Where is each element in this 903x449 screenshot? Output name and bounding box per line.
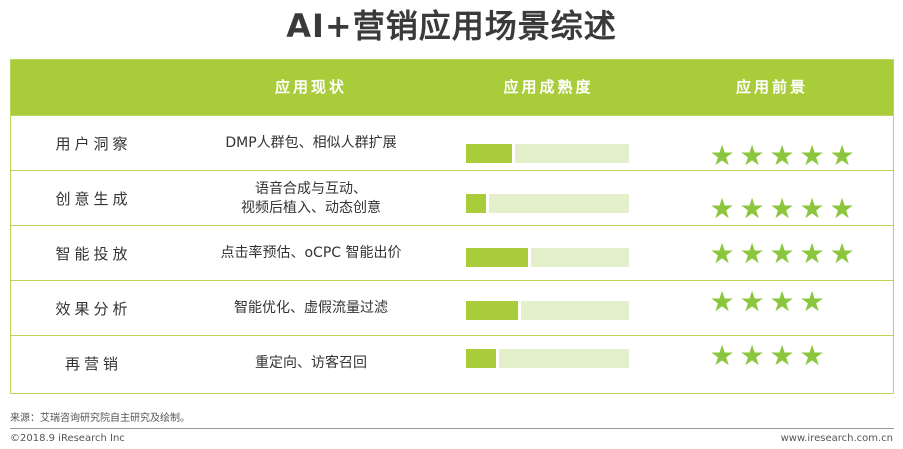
row-label: 用户洞察 xyxy=(55,135,132,153)
row-status-cell: 智能优化、虚假流量过滤 xyxy=(176,281,446,336)
scenario-table: 应用现状 应用成熟度 应用前景 用户洞察 DMP人群包、相似人群扩展 ★ ★ ★ ★ ★… xyxy=(10,59,894,394)
row-status: 智能优化、虚假流量过滤 xyxy=(234,300,388,316)
star-icon: ★ xyxy=(739,285,765,318)
star-icon: ★ xyxy=(799,285,825,318)
row-status-cell: 点击率预估、oCPC 智能出价 xyxy=(176,226,446,281)
row-status: 重定向、访客召回 xyxy=(255,355,367,371)
star-icon: ★ xyxy=(829,139,855,172)
maturity-bar xyxy=(466,301,629,320)
table-row: 效果分析 智能优化、虚假流量过滤 ★ ★ ★ ★ xyxy=(11,280,893,336)
star-icon: ★ xyxy=(799,237,825,270)
maturity-bar xyxy=(466,349,629,368)
prospect-stars: ★ ★ ★ ★ xyxy=(707,287,827,317)
source-note: 来源：艾瑞咨询研究院自主研究及绘制。 xyxy=(10,413,190,424)
row-status-cell: DMP人群包、相似人群扩展 xyxy=(176,116,446,171)
star-icon: ★ xyxy=(709,237,735,270)
prospect-stars: ★ ★ ★ ★ ★ xyxy=(707,141,857,171)
table-row: 用户洞察 DMP人群包、相似人群扩展 ★ ★ ★ ★ ★ xyxy=(11,115,893,171)
row-status: 语音合成与互动、 视频后植入、动态创意 xyxy=(241,180,381,216)
star-icon: ★ xyxy=(769,139,795,172)
table-row: 创意生成 语音合成与互动、 视频后植入、动态创意 ★ ★ ★ ★ ★ xyxy=(11,170,893,226)
copyright: ©2018.9 iResearch Inc xyxy=(10,433,125,444)
header-status: 应用现状 xyxy=(274,78,347,96)
star-icon: ★ xyxy=(769,339,795,372)
maturity-bar xyxy=(466,144,629,163)
prospect-stars: ★ ★ ★ ★ ★ xyxy=(707,194,857,224)
star-icon: ★ xyxy=(739,139,765,172)
star-icon: ★ xyxy=(709,339,735,372)
maturity-bar-fill xyxy=(466,144,515,163)
table-row: 再营销 重定向、访客召回 ★ ★ ★ ★ xyxy=(11,335,893,393)
maturity-bar xyxy=(466,194,629,213)
maturity-bar-fill xyxy=(466,301,522,320)
star-icon: ★ xyxy=(709,192,735,225)
star-icon: ★ xyxy=(739,339,765,372)
maturity-bar xyxy=(466,248,629,267)
prospect-stars: ★ ★ ★ ★ ★ xyxy=(707,239,857,269)
row-status-cell: 语音合成与互动、 视频后植入、动态创意 xyxy=(176,171,446,226)
star-icon: ★ xyxy=(769,192,795,225)
header-maturity: 应用成熟度 xyxy=(503,78,594,96)
star-icon: ★ xyxy=(709,139,735,172)
prospect-stars: ★ ★ ★ ★ xyxy=(707,341,827,371)
star-icon: ★ xyxy=(769,237,795,270)
row-status: 点击率预估、oCPC 智能出价 xyxy=(220,245,402,261)
star-icon: ★ xyxy=(799,339,825,372)
maturity-bar-fill xyxy=(466,248,532,267)
maturity-bar-fill xyxy=(466,349,499,368)
row-status-cell: 重定向、访客召回 xyxy=(176,336,446,391)
site-url: www.iresearch.com.cn xyxy=(780,433,893,444)
star-icon: ★ xyxy=(829,237,855,270)
table-header: 应用现状 应用成熟度 应用前景 xyxy=(11,60,893,115)
star-icon: ★ xyxy=(739,237,765,270)
star-icon: ★ xyxy=(769,285,795,318)
footer-divider xyxy=(10,428,894,429)
row-label: 再营销 xyxy=(64,355,122,373)
star-icon: ★ xyxy=(799,192,825,225)
row-status: DMP人群包、相似人群扩展 xyxy=(225,135,397,151)
star-icon: ★ xyxy=(739,192,765,225)
row-label: 智能投放 xyxy=(55,245,132,263)
star-icon: ★ xyxy=(709,285,735,318)
header-prospect: 应用前景 xyxy=(735,78,808,96)
star-icon: ★ xyxy=(829,192,855,225)
star-icon: ★ xyxy=(799,139,825,172)
row-label: 创意生成 xyxy=(55,190,132,208)
table-row: 智能投放 点击率预估、oCPC 智能出价 ★ ★ ★ ★ ★ xyxy=(11,225,893,281)
row-label: 效果分析 xyxy=(55,300,132,318)
page-title: AI+营销应用场景综述 xyxy=(286,7,617,45)
maturity-bar-fill xyxy=(466,194,489,213)
